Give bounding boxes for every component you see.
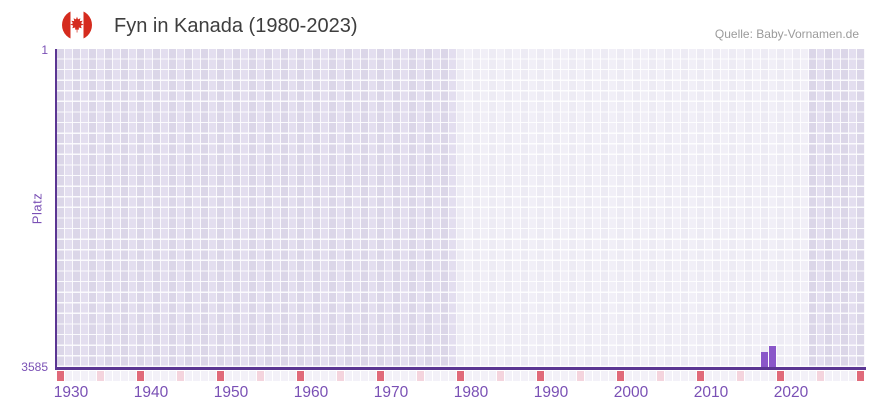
x-axis-tick-1980: 1980 bbox=[453, 384, 489, 401]
highlight-period-band bbox=[457, 49, 809, 367]
canada-flag-icon bbox=[62, 10, 92, 40]
year-marker-row bbox=[57, 370, 865, 381]
red-year-marker-2009 bbox=[697, 370, 704, 381]
x-axis-tick-1930: 1930 bbox=[53, 384, 89, 401]
red-year-marker-1949 bbox=[217, 370, 224, 381]
red-year-marker-1969 bbox=[377, 370, 384, 381]
pink-year-marker-1974 bbox=[417, 370, 424, 381]
pink-year-marker-1944 bbox=[177, 370, 184, 381]
plot-area bbox=[57, 49, 865, 367]
x-axis-line bbox=[55, 367, 866, 370]
y-axis-tick-bottom: 3585 bbox=[21, 360, 48, 374]
x-axis-tick-2010: 2010 bbox=[693, 384, 729, 401]
y-axis-tick-top: 1 bbox=[41, 43, 48, 57]
pink-year-marker-1994 bbox=[577, 370, 584, 381]
x-axis-tick-2000: 2000 bbox=[613, 384, 649, 401]
red-year-marker-1999 bbox=[617, 370, 624, 381]
pink-year-marker-2014 bbox=[737, 370, 744, 381]
red-year-marker-1929 bbox=[57, 370, 64, 381]
x-axis-tick-1960: 1960 bbox=[293, 384, 329, 401]
y-axis-line bbox=[55, 49, 57, 367]
pink-year-marker-1984 bbox=[497, 370, 504, 381]
rank-bar-2018[interactable] bbox=[769, 346, 776, 367]
source-credit: Quelle: Baby-Vornamen.de bbox=[714, 27, 859, 41]
red-year-marker-1959 bbox=[297, 370, 304, 381]
rank-bar-2017[interactable] bbox=[761, 352, 768, 367]
x-axis-tick-1990: 1990 bbox=[533, 384, 569, 401]
x-axis-tick-1970: 1970 bbox=[373, 384, 409, 401]
pink-year-marker-1934 bbox=[97, 370, 104, 381]
red-year-marker-1989 bbox=[537, 370, 544, 381]
x-axis-tick-1950: 1950 bbox=[213, 384, 249, 401]
pink-year-marker-1954 bbox=[257, 370, 264, 381]
y-axis-label: Platz bbox=[29, 192, 45, 225]
red-year-marker-2019 bbox=[777, 370, 784, 381]
pink-year-marker-2004 bbox=[657, 370, 664, 381]
red-year-marker-1939 bbox=[137, 370, 144, 381]
red-year-marker-2029 bbox=[857, 370, 864, 381]
pink-year-marker-2024 bbox=[817, 370, 824, 381]
x-axis-tick-1940: 1940 bbox=[133, 384, 169, 401]
pink-year-marker-1964 bbox=[337, 370, 344, 381]
x-axis-tick-2020: 2020 bbox=[773, 384, 809, 401]
red-year-marker-1979 bbox=[457, 370, 464, 381]
page-title: Fyn in Kanada (1980-2023) bbox=[114, 15, 358, 37]
